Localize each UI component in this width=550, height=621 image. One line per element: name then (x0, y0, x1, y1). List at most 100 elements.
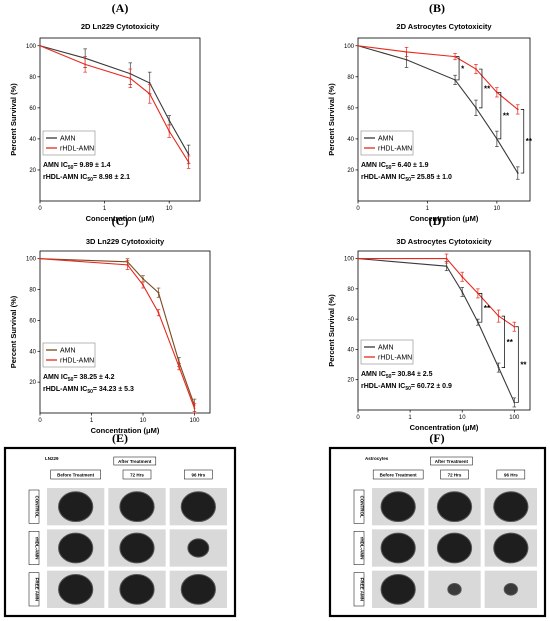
row-label: CONTROL (35, 496, 40, 518)
legend-label: rHDL-AMN (60, 146, 94, 153)
legend-box (42, 342, 96, 368)
spheroid (119, 491, 155, 523)
panel-letter-a: (A) (112, 1, 129, 15)
image-panel-title: LN229 (45, 456, 59, 461)
significance-label: * (461, 64, 465, 73)
significance-bracket (456, 56, 460, 81)
x-tick-label: 0 (38, 206, 42, 212)
series-line-rhdl-amn (357, 45, 519, 110)
plot-frame (39, 37, 201, 202)
data-point (157, 291, 160, 294)
spheroid (58, 491, 94, 523)
data-point (461, 275, 464, 278)
significance-label: ** (484, 304, 491, 313)
row-label: CONTROL (360, 496, 365, 518)
spheroid (436, 491, 473, 523)
x-axis-label: Concentration (μM) (91, 426, 160, 435)
y-tick-label: 60 (29, 318, 36, 324)
x-tick-label: 0 (38, 418, 42, 424)
ic50-text: AMN IC50= 38.25 ± 4.2 (43, 374, 115, 383)
y-axis-label: Percent Survival (%) (327, 294, 336, 367)
data-point (39, 44, 41, 47)
image-panel-e: LN229 After Treatment Before Treatment 72 H… (3, 446, 237, 618)
data-point (461, 290, 464, 293)
image-panel-f: Astrocytes After Treatment Before Treatmen… (328, 446, 547, 618)
column-header-box (184, 469, 213, 480)
data-point (405, 51, 408, 53)
x-tick-label: 0 (356, 415, 360, 421)
y-tick-label: 100 (344, 257, 355, 263)
data-point (495, 138, 498, 140)
y-tick-label: 80 (29, 288, 36, 294)
x-tick-label: 10 (166, 206, 173, 212)
chart-title: 2D Astrocytes Cytotoxicity (396, 22, 492, 31)
row-label-box (353, 572, 365, 607)
ic50-text: AMN IC50= 6.40 ± 1.9 (361, 162, 429, 171)
data-point (178, 361, 180, 363)
chart-d: 3D Astrocytes Cytotoxicity 20 40 60 80 100 0 1 1… (327, 237, 531, 432)
significance-bracket (497, 91, 502, 140)
x-tick-label: 0 (356, 206, 360, 212)
x-axis-label: Concentration (μM) (86, 214, 155, 223)
y-tick-label: 20 (29, 380, 36, 386)
y-tick-label: 40 (347, 137, 354, 143)
ic50-text: rHDL-AMN IC50= 25.85 ± 1.0 (361, 174, 452, 183)
spheroid (58, 532, 94, 564)
data-point (178, 365, 180, 368)
ic50-text: rHDL-AMN IC50= 8.98 ± 2.1 (43, 174, 130, 183)
data-point (129, 77, 132, 80)
data-point (193, 407, 196, 410)
panel-letter-d: (D) (429, 214, 446, 228)
x-tick-label: 1 (90, 418, 94, 424)
after-treatment-box (113, 456, 157, 466)
row-label-box (28, 572, 40, 607)
row-label-box (28, 531, 40, 565)
x-tick-label: 1 (103, 206, 107, 212)
y-tick-label: 40 (347, 347, 354, 353)
y-axis-label: Percent Survival (%) (327, 83, 336, 156)
data-point (476, 321, 479, 324)
spheroid (119, 573, 155, 605)
data-point (516, 172, 519, 174)
data-point (497, 315, 500, 318)
y-axis-label: Percent Survival (%) (9, 295, 18, 368)
y-tick-label: 80 (29, 75, 36, 81)
significance-label: ** (503, 112, 510, 121)
plot-frame (357, 37, 531, 202)
significance-label: ** (520, 361, 527, 370)
y-tick-label: 20 (29, 168, 36, 174)
legend-label: AMN (60, 136, 76, 143)
series-line-amn (39, 45, 190, 155)
data-point (454, 55, 456, 58)
x-tick-label: 10 (494, 206, 501, 212)
significance-label: ** (484, 84, 491, 93)
spheroid (493, 491, 529, 523)
y-tick-label: 20 (347, 168, 354, 174)
data-point (445, 265, 448, 268)
spheroid (58, 573, 94, 605)
y-tick-label: 100 (344, 44, 355, 50)
column-header: 72 Hrs (448, 473, 462, 478)
spheroid (380, 491, 416, 523)
spheroid (380, 532, 416, 564)
column-header: Before Treatment (380, 473, 418, 478)
microscopy-layer: LN229 After Treatment Before Treatment 72 H… (3, 446, 547, 618)
legend-label: AMN (378, 136, 394, 143)
y-tick-label: 60 (347, 106, 354, 112)
significance-bracket (501, 315, 505, 368)
x-tick-label: 10 (140, 418, 147, 424)
y-tick-label: 60 (29, 106, 36, 112)
significance-bracket (478, 68, 483, 109)
ic50-text: AMN IC50= 30.84 ± 2.5 (361, 371, 433, 380)
series-line-amn (357, 258, 515, 403)
data-point (475, 106, 477, 109)
data-point (497, 366, 500, 369)
column-header-box (372, 469, 424, 480)
x-tick-label: 10 (459, 415, 466, 421)
y-tick-label: 80 (347, 287, 354, 293)
series-line-rhdl-amn (39, 258, 196, 409)
significance-bracket (478, 293, 483, 323)
legend-label: AMN (60, 348, 76, 355)
spheroid (436, 532, 473, 564)
